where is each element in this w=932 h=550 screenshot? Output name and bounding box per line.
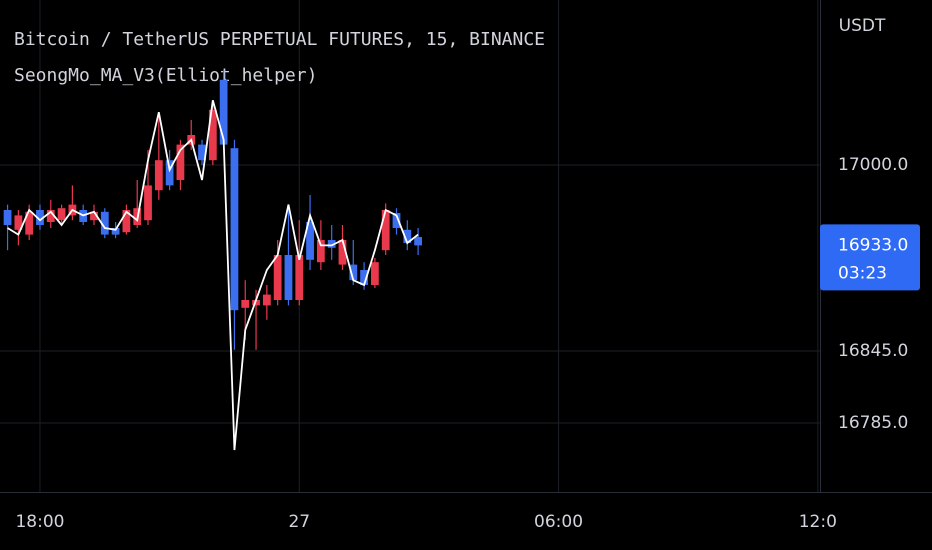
grid bbox=[0, 0, 820, 492]
plot bbox=[3, 70, 422, 451]
candle-body bbox=[57, 208, 66, 221]
candle-body bbox=[165, 160, 174, 186]
candle-body bbox=[284, 255, 293, 300]
x-tick-label: 27 bbox=[288, 512, 310, 532]
candle-body bbox=[338, 240, 347, 265]
price-box bbox=[820, 224, 920, 291]
candle-body bbox=[154, 160, 163, 191]
candle-body bbox=[208, 109, 217, 161]
candle-body bbox=[327, 240, 336, 248]
candle-body bbox=[262, 294, 271, 306]
y-tick-label: 16785.0 bbox=[838, 413, 908, 433]
candle-body bbox=[252, 300, 260, 306]
candle-body bbox=[241, 300, 250, 308]
x-tick-label: 06:00 bbox=[534, 512, 583, 532]
x-tick-label: 18:00 bbox=[15, 512, 64, 532]
candle-body bbox=[100, 211, 109, 235]
candle-body bbox=[36, 210, 44, 225]
candle-body bbox=[14, 215, 23, 230]
candle-body bbox=[403, 229, 412, 243]
candle-body bbox=[360, 270, 368, 285]
candle-body bbox=[198, 144, 206, 161]
candle-body bbox=[273, 255, 282, 300]
candle-body bbox=[230, 148, 239, 311]
candle-body bbox=[370, 262, 379, 285]
y-tick-label: 16845.0 bbox=[838, 341, 908, 361]
candle-body bbox=[111, 228, 120, 235]
x-tick-label: 12:0 bbox=[799, 512, 837, 532]
y-tick-label: 17000.0 bbox=[838, 155, 908, 175]
candle-body bbox=[381, 210, 390, 251]
candle-body bbox=[46, 210, 55, 222]
y-axis-label: USDT bbox=[839, 16, 886, 36]
candle-body bbox=[3, 210, 12, 225]
candle-body bbox=[25, 211, 34, 235]
indicator-name: SeongMo_MA_V3(Elliot_helper) bbox=[14, 65, 317, 86]
countdown: 03:23 bbox=[838, 263, 887, 283]
chart-title: Bitcoin / TetherUS PERPETUAL FUTURES, 15… bbox=[14, 29, 545, 50]
candle-body bbox=[316, 240, 325, 263]
candle-body bbox=[392, 213, 401, 228]
candle-body bbox=[144, 185, 152, 221]
current-price-label: 16933.0 bbox=[838, 235, 908, 255]
candle-body bbox=[295, 255, 304, 300]
candle-body bbox=[306, 222, 314, 260]
ma-line bbox=[7, 99, 419, 451]
candle-body bbox=[90, 211, 98, 221]
candle-body bbox=[176, 144, 185, 180]
candle-body bbox=[122, 210, 131, 233]
candle-body bbox=[414, 237, 422, 246]
candle-body bbox=[219, 79, 228, 145]
candle-body bbox=[349, 264, 358, 281]
